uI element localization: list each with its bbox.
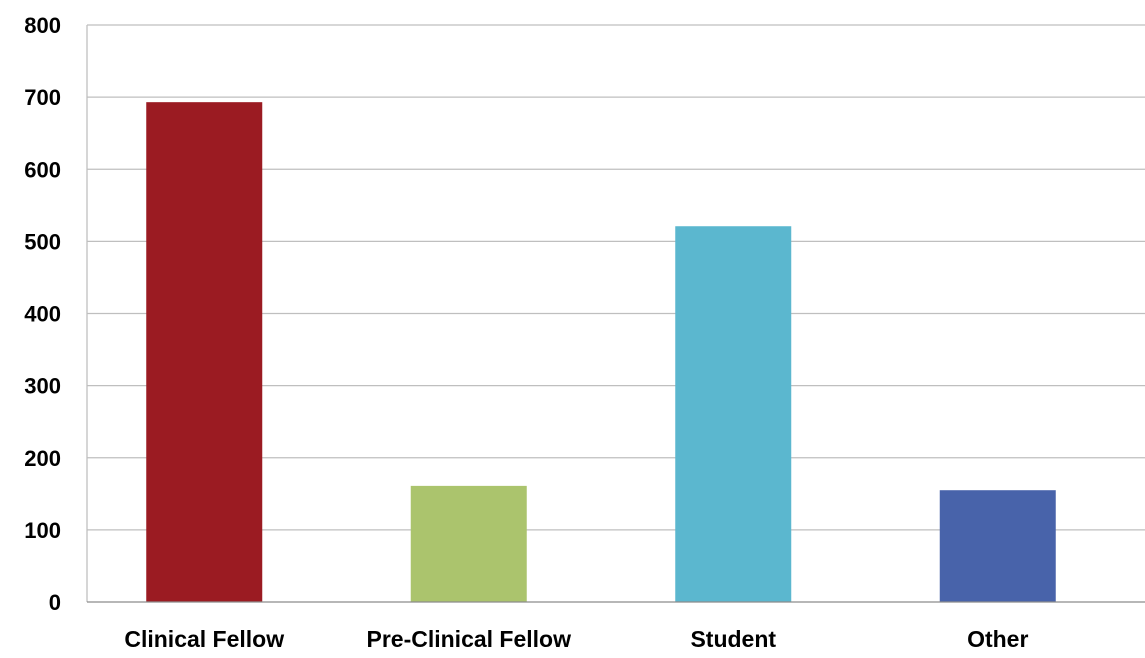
- x-axis-category-labels: Clinical Fellow Pre-Clinical Fellow Studen…: [124, 626, 1028, 652]
- x-category-label: Clinical Fellow: [124, 626, 284, 652]
- bar-other: [939, 490, 1056, 602]
- y-tick-label: 800: [24, 13, 61, 38]
- y-tick-label: 100: [24, 518, 61, 543]
- y-tick-label: 700: [24, 85, 61, 110]
- y-tick-label: 300: [24, 374, 61, 399]
- y-tick-label: 0: [49, 590, 61, 615]
- y-axis-tick-labels: 0 100 200 300 400 500 600 700 800: [24, 13, 61, 615]
- y-tick-label: 600: [24, 157, 61, 182]
- gridlines: [87, 24, 1145, 531]
- bar-student: [675, 226, 792, 602]
- bar-pre-clinical-fellow: [410, 485, 527, 602]
- y-tick-label: 500: [24, 229, 61, 254]
- x-category-label: Other: [967, 626, 1028, 652]
- y-tick-label: 400: [24, 302, 61, 327]
- x-category-label: Student: [690, 626, 776, 652]
- bar-clinical-fellow: [146, 102, 263, 602]
- y-tick-label: 200: [24, 446, 61, 471]
- x-category-label: Pre-Clinical Fellow: [367, 626, 572, 652]
- bars: [146, 102, 1056, 602]
- x-axis: [86, 25, 1145, 603]
